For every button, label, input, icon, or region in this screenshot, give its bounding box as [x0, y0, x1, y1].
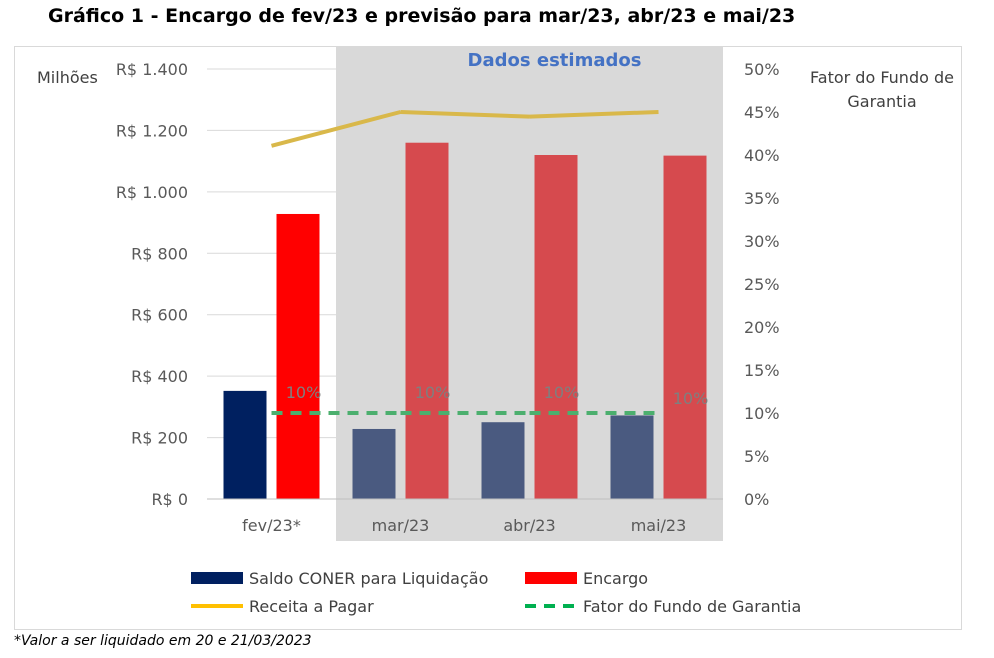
right-tick-label: 5%: [744, 447, 769, 466]
x-tick-label: fev/23*: [242, 516, 301, 535]
left-tick-label: R$ 0: [151, 490, 188, 509]
estimated-region: Dados estimados: [336, 47, 723, 541]
left-tick-label: R$ 1.000: [116, 183, 188, 202]
right-tick-label: 25%: [744, 275, 780, 294]
chart-title: Gráfico 1 - Encargo de fev/23 e previsão…: [48, 5, 796, 27]
fator-data-label: 10%: [415, 383, 451, 402]
saldo-bar: [481, 422, 525, 499]
saldo-bar: [610, 415, 654, 499]
right-axis-title-line: Fator do Fundo de: [810, 68, 954, 87]
right-tick-label: 50%: [744, 60, 780, 79]
encargo-bar: [276, 213, 320, 499]
axes: fev/23* mar/23 abr/23 mai/23 R$ 0 R$ 200 R$ 40…: [37, 60, 954, 535]
combo-chart: Dados estimados fev/23* mar/23 abr/23 mai/2…: [37, 47, 954, 616]
right-tick-label: 40%: [744, 146, 780, 165]
legend-label: Saldo CONER para Liquidação: [249, 569, 488, 588]
receita-line-segment: [529, 110, 659, 119]
estimated-region-label: Dados estimados: [468, 50, 642, 71]
legend-label: Encargo: [583, 569, 648, 588]
x-tick-label: abr/23: [503, 516, 555, 535]
legend-label: Receita a Pagar: [249, 597, 374, 616]
footnote: *Valor a ser liquidado em 20 e 21/03/202…: [14, 633, 312, 649]
right-tick-label: 35%: [744, 189, 780, 208]
legend-label: Fator do Fundo de Garantia: [583, 597, 801, 616]
right-tick-label: 30%: [744, 232, 780, 251]
left-axis-unit: Milhões: [37, 68, 98, 87]
left-tick-label: R$ 1.200: [116, 121, 188, 140]
estimated-region-shade: [336, 47, 723, 541]
right-tick-label: 20%: [744, 318, 780, 337]
right-tick-label: 45%: [744, 103, 780, 122]
saldo-bar: [223, 390, 267, 499]
x-tick-label: mar/23: [372, 516, 430, 535]
left-tick-label: R$ 1.400: [116, 60, 188, 79]
right-tick-label: 10%: [744, 404, 780, 423]
left-tick-label: R$ 200: [131, 429, 188, 448]
receita-line-segment: [400, 110, 530, 119]
bar-marks: [223, 142, 707, 499]
x-tick-label: mai/23: [631, 516, 687, 535]
legend-swatch: [191, 572, 243, 584]
left-tick-label: R$ 400: [131, 367, 188, 386]
encargo-bar: [534, 155, 578, 499]
legend-swatch: [525, 572, 577, 584]
saldo-bar: [352, 428, 396, 499]
left-tick-label: R$ 800: [131, 244, 188, 263]
receita-line-segment: [270, 110, 402, 148]
left-tick-label: R$ 600: [131, 306, 188, 325]
chart-frame: Dados estimados fev/23* mar/23 abr/23 mai/2…: [14, 46, 962, 630]
right-tick-label: 15%: [744, 361, 780, 380]
encargo-bar: [663, 155, 707, 499]
data-labels: 10% 10% 10% 10%: [286, 383, 709, 408]
fator-data-label: 10%: [544, 383, 580, 402]
right-axis-title-line: Garantia: [847, 92, 916, 111]
legend: Saldo CONER para Liquidação Encargo Receit…: [191, 569, 801, 616]
fator-data-label: 10%: [673, 389, 709, 408]
line-marks: [270, 110, 659, 415]
right-axis-title: Fator do Fundo de Garantia: [810, 68, 954, 111]
encargo-bar: [405, 142, 449, 499]
fator-data-label: 10%: [286, 383, 322, 402]
right-tick-label: 0%: [744, 490, 769, 509]
